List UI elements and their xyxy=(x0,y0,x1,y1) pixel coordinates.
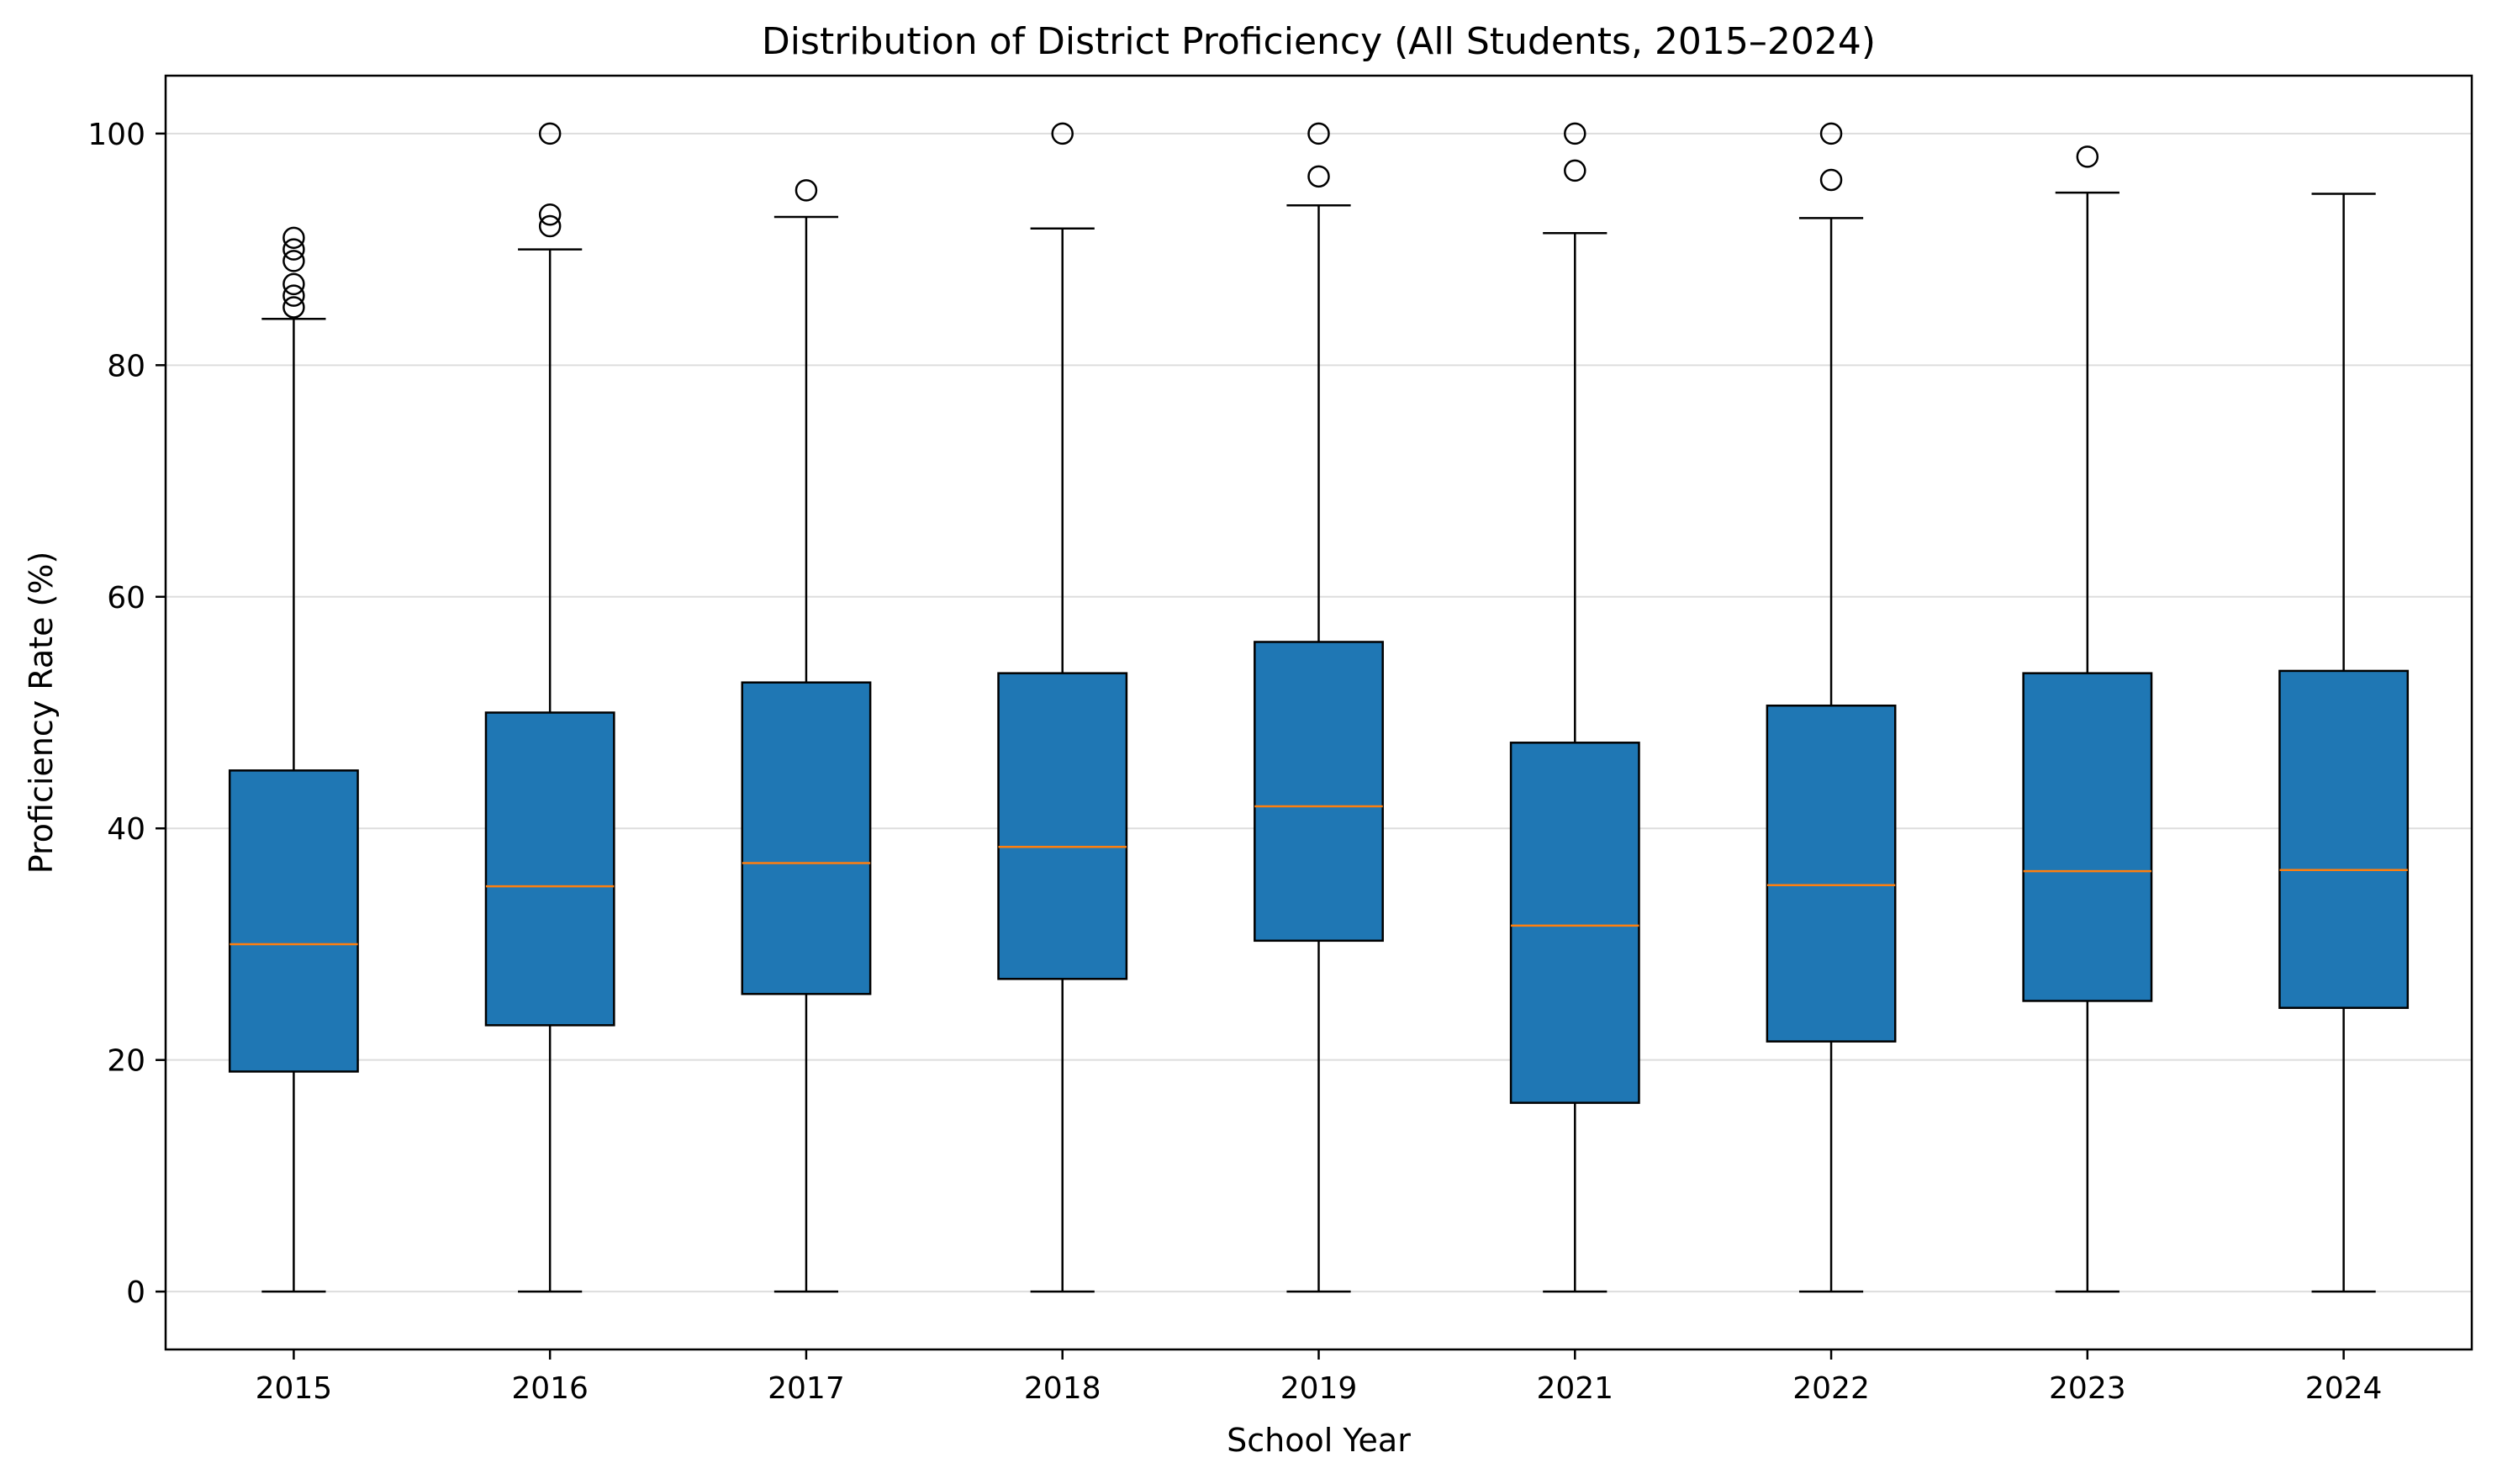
x-tick-label: 2021 xyxy=(1536,1371,1613,1406)
iqr-box xyxy=(2022,672,2153,1002)
outlier-point xyxy=(1819,168,1843,192)
outlier-point xyxy=(1307,122,1330,145)
x-tick-label: 2017 xyxy=(768,1371,845,1406)
outlier-point xyxy=(538,203,562,226)
outlier-point xyxy=(1819,122,1843,145)
x-axis-label: School Year xyxy=(1227,1422,1411,1459)
box-2019 xyxy=(1254,122,1384,1293)
outlier-point xyxy=(794,179,818,202)
box-2017 xyxy=(741,179,872,1293)
y-tick-label: 80 xyxy=(107,349,145,383)
box-2016 xyxy=(484,122,615,1293)
x-tick-label: 2024 xyxy=(2305,1371,2383,1406)
iqr-box xyxy=(228,769,359,1073)
outlier-point xyxy=(538,122,562,145)
box-2024 xyxy=(2278,193,2410,1293)
iqr-box xyxy=(2278,669,2410,1009)
box-2022 xyxy=(1766,122,1897,1293)
outlier-point xyxy=(1051,122,1074,145)
x-tick-label: 2015 xyxy=(256,1371,333,1406)
box-2021 xyxy=(1509,122,1640,1293)
box-2023 xyxy=(2022,145,2153,1293)
y-tick-label: 0 xyxy=(126,1275,145,1310)
box-plot-series xyxy=(228,122,2410,1293)
iqr-box xyxy=(1254,641,1384,943)
y-tick-label: 100 xyxy=(87,118,145,152)
iqr-box xyxy=(484,711,615,1027)
outlier-point xyxy=(538,214,562,238)
outlier-point xyxy=(282,226,305,250)
x-axis-ticks: 2015 2016 2017 2018 2019 2021 2022 2023 2024 xyxy=(256,1349,2383,1406)
box-2018 xyxy=(997,122,1128,1293)
iqr-box xyxy=(741,681,872,995)
y-tick-label: 20 xyxy=(107,1044,145,1079)
x-tick-label: 2018 xyxy=(1024,1371,1101,1406)
iqr-box xyxy=(997,672,1128,980)
x-tick-label: 2016 xyxy=(511,1371,589,1406)
outlier-point xyxy=(282,284,305,307)
y-axis-ticks: 0 20 40 60 80 100 xyxy=(87,118,166,1310)
outlier-point xyxy=(1564,159,1586,182)
outlier-point xyxy=(282,238,305,261)
y-tick-label: 40 xyxy=(107,812,145,847)
y-axis-label: Proficiency Rate (%) xyxy=(23,552,60,874)
iqr-box xyxy=(1766,704,1897,1043)
x-tick-label: 2019 xyxy=(1280,1371,1358,1406)
outlier-point xyxy=(282,272,305,296)
outlier-point xyxy=(2076,145,2099,168)
outlier-point xyxy=(1564,122,1586,145)
x-tick-label: 2022 xyxy=(1792,1371,1870,1406)
iqr-box xyxy=(1509,742,1640,1104)
outlier-point xyxy=(282,250,305,272)
chart-title: Distribution of District Proficiency (Al… xyxy=(762,20,1876,63)
box-2015 xyxy=(228,226,359,1293)
x-tick-label: 2023 xyxy=(2049,1371,2126,1406)
y-tick-label: 60 xyxy=(107,581,145,615)
outlier-point xyxy=(282,296,305,319)
outlier-point xyxy=(1307,165,1330,188)
